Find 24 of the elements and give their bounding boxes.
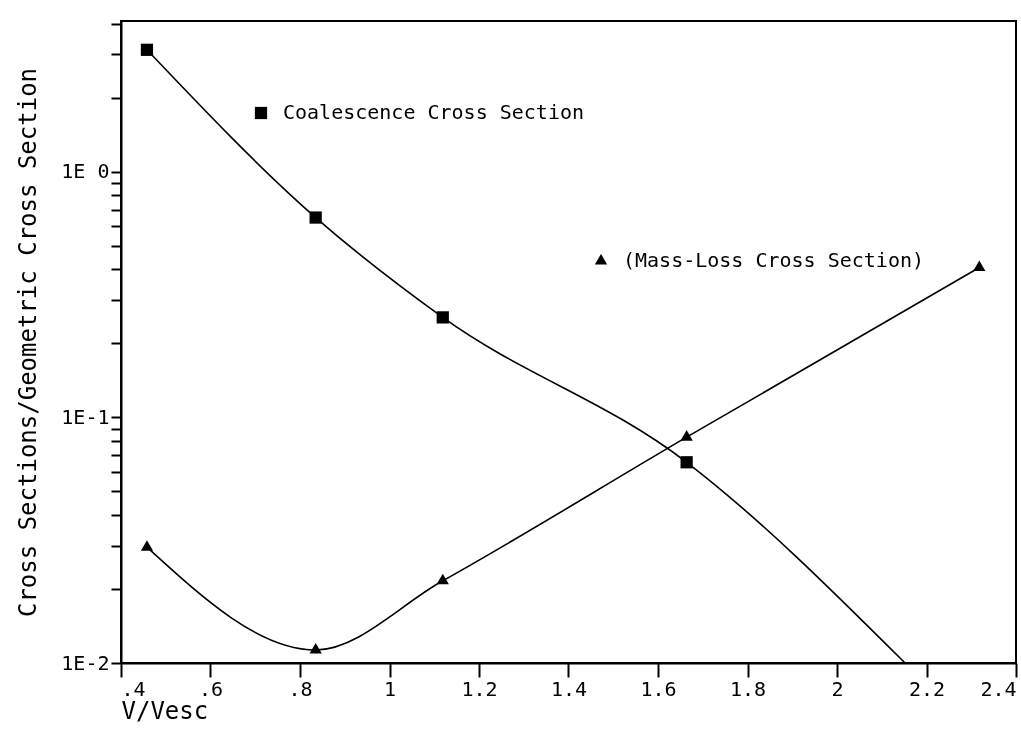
x-tick-label: 1.4 xyxy=(550,676,588,701)
x-tick-label: 2.4 xyxy=(980,676,1017,701)
x-tick-label: 1.2 xyxy=(461,676,498,701)
point xyxy=(680,456,693,469)
x-tick-label: 2.2 xyxy=(908,676,946,701)
x-tick-label: 1 xyxy=(383,676,397,701)
point xyxy=(140,43,154,56)
point xyxy=(140,540,154,551)
point xyxy=(973,260,986,272)
legend-label: Coalescence Cross Section xyxy=(283,100,585,124)
point xyxy=(436,573,449,585)
x-tick-label: 1.6 xyxy=(640,676,677,701)
point xyxy=(309,211,322,224)
y-tick-label: 1E-1 xyxy=(61,404,110,429)
point xyxy=(680,430,693,441)
y-axis-title: Cross Sections/Geometric Cross Section xyxy=(14,67,43,618)
legend-label: (Mass-Loss Cross Section) xyxy=(623,248,925,272)
x-tick-label: 1.8 xyxy=(729,676,767,701)
y-tick-label: 1E-2 xyxy=(61,650,110,675)
point xyxy=(309,642,322,654)
y-tick-label: 1E 0 xyxy=(61,159,110,184)
x-tick-label: 2 xyxy=(831,676,844,701)
point xyxy=(436,311,449,324)
x-tick-label: .8 xyxy=(288,676,313,701)
